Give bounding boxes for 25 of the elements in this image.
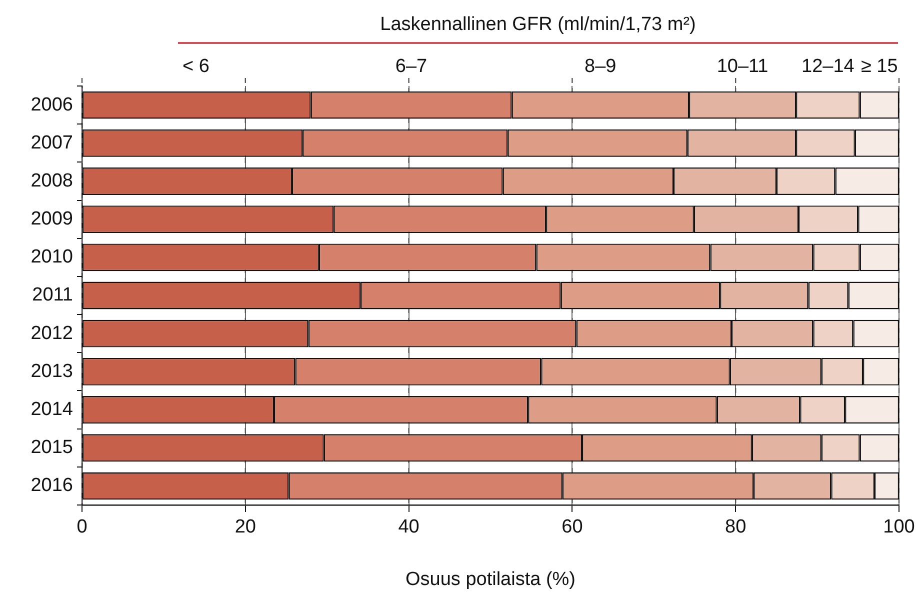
y-tick-label: 2009 [30,208,73,230]
y-tick-label: 2008 [30,170,73,192]
series-label: 10–11 [716,56,768,77]
x-tick-label: 40 [398,516,420,538]
y-tick-label: 2011 [32,284,73,306]
series-label: < 6 [182,56,210,77]
y-tick-label: 2016 [30,475,73,496]
y-tick-label: 2014 [30,399,74,420]
legend-title: Laskennallinen GFR (ml/min/1,73 m²) [380,14,696,35]
y-tick-label: 2010 [30,246,73,268]
y-tick-label: 2013 [30,360,73,382]
y-tick-label: 2006 [30,94,73,116]
x-tick-label: 0 [76,516,88,538]
x-tick-label: 60 [562,516,583,538]
x-tick-label: 20 [234,516,256,538]
y-tick-label: 2007 [30,132,73,154]
series-label: 12–14 [802,56,855,77]
y-tick-label: 2015 [30,437,73,458]
x-axis-title: Osuus potilaista (%) [405,568,576,590]
series-label: ≥ 15 [860,56,898,77]
series-label: 8–9 [584,56,616,77]
x-tick-label: 80 [725,516,746,538]
y-tick-label: 2012 [30,322,73,344]
series-label: 6–7 [395,56,428,77]
x-tick-label: 100 [883,516,915,538]
